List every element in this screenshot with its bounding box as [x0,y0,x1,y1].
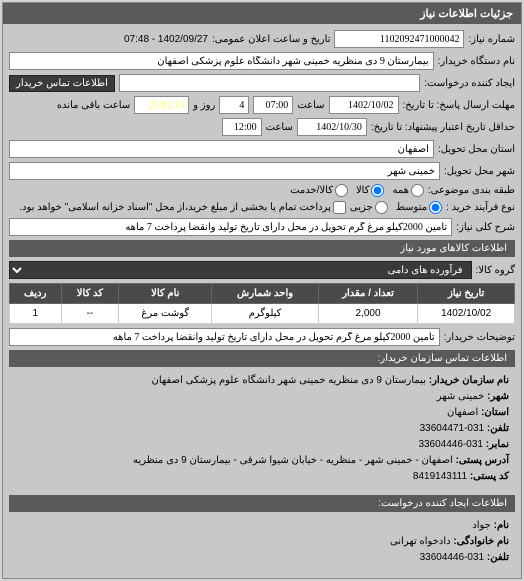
row-desc: شرح کلی نیاز: [9,218,515,236]
th-code: کد کالا [61,284,119,304]
radio-minor[interactable] [375,201,388,214]
contact-header: اطلاعات تماس سازمان خریدار: [9,350,515,367]
info-fname: نام: جواد [15,518,509,534]
notes-field[interactable] [9,328,440,346]
goods-header: اطلاعات کالاهای مورد نیاز [9,240,515,257]
cell-name: گوشت مرغ [119,304,212,324]
deadline-time-field[interactable] [253,96,293,114]
announce-value: 1402/09/27 - 07:48 [124,34,208,45]
row-purchase-type: نوع فرآیند خرید : متوسط جزیی پرداخت تمام… [9,201,515,214]
validity-time-label: ساعت [266,122,293,133]
cell-code: -- [61,304,119,324]
purchase-type-label: نوع فرآیند خرید : [446,202,515,213]
th-date: تاریخ نیاز [418,284,515,304]
info-lname: نام خانوادگی: دادخواه تهرانی [15,534,509,550]
radio-all[interactable] [411,184,424,197]
creator-info-block: نام: جواد نام خانوادگی: دادخواه تهرانی ت… [9,512,515,572]
info-phone: تلفن: 031-33604471 [15,421,509,437]
row-validity: حداقل تاریخ اعتبار پیشنهاد: تا تاریخ: سا… [9,118,515,136]
remaining-label: ساعت باقی مانده [57,100,130,111]
deadline-date-field[interactable] [329,96,399,114]
checkbox-payment[interactable] [333,201,346,214]
days-label: روز و [193,100,215,111]
days-field[interactable] [219,96,249,114]
deadline-label: مهلت ارسال پاسخ: تا تاریخ: [403,100,515,111]
panel-body: شماره نیاز: تاریخ و ساعت اعلان عمومی: 14… [3,24,521,578]
row-creator: ایجاد کننده درخواست: اطلاعات تماس خریدار [9,74,515,92]
contact-buyer-button[interactable]: اطلاعات تماس خریدار [9,75,115,92]
desc-label: شرح کلی نیاز: [456,222,515,233]
category-radio-group: همه کالا کالا/خدمت [290,184,424,197]
info-org-province: استان: اصفهان [15,405,509,421]
th-qty: تعداد / مقدار [318,284,417,304]
radio-exchange[interactable] [335,184,348,197]
row-deadline: مهلت ارسال پاسخ: تا تاریخ: ساعت روز و سا… [9,96,515,114]
validity-time-field[interactable] [222,118,262,136]
notes-label: توضیحات خریدار: [444,332,515,343]
radio-medium-item[interactable]: متوسط [396,201,442,214]
buyer-org-field[interactable] [9,52,434,70]
desc-field[interactable] [9,218,452,236]
info-postcode: کد پستی: 8419143111 [15,469,509,485]
announce-label: تاریخ و ساعت اعلان عمومی: [212,34,331,45]
validity-date-field[interactable] [297,118,367,136]
deadline-time-label: ساعت [297,100,324,111]
th-row: ردیف [10,284,62,304]
need-details-panel: جزئیات اطلاعات نیاز شماره نیاز: تاریخ و … [2,2,522,579]
contact-info-block: نام سازمان خریدار: بیمارستان 9 دی منظریه… [9,367,515,491]
radio-minor-item[interactable]: جزیی [350,201,388,214]
th-name: نام کالا [119,284,212,304]
info-org-name: نام سازمان خریدار: بیمارستان 9 دی منظریه… [15,373,509,389]
province-label: استان محل تحویل: [438,144,515,155]
category-label: طبقه بندی موضوعی: [428,185,515,196]
request-no-field[interactable] [334,30,464,48]
checkbox-payment-item[interactable]: پرداخت تمام یا بخشی از مبلغ خرید،از محل … [19,201,346,214]
city-label: شهر محل تحویل: [444,166,515,177]
group-select[interactable]: فرآورده های دامی [9,261,472,279]
th-unit: واحد شمارش [212,284,319,304]
panel-title: جزئیات اطلاعات نیاز [3,3,521,24]
validity-label: حداقل تاریخ اعتبار پیشنهاد: تا تاریخ: [371,122,515,133]
row-request-no: شماره نیاز: تاریخ و ساعت اعلان عمومی: 14… [9,30,515,48]
radio-goods[interactable] [371,184,384,197]
radio-all-item[interactable]: همه [392,184,423,197]
table-header-row: تاریخ نیاز تعداد / مقدار واحد شمارش نام … [10,284,515,304]
info-fax: نمابر: 031-33604446 [15,437,509,453]
row-province: استان محل تحویل: [9,140,515,158]
group-label: گروه کالا: [476,265,515,276]
goods-table: تاریخ نیاز تعداد / مقدار واحد شمارش نام … [9,283,515,324]
buyer-org-label: نام دستگاه خریدار: [438,56,515,67]
cell-unit: کیلوگرم [212,304,319,324]
cell-row: 1 [10,304,62,324]
radio-exchange-item[interactable]: کالا/خدمت [290,184,348,197]
row-group: گروه کالا: فرآورده های دامی [9,261,515,279]
cell-date: 1402/10/02 [418,304,515,324]
row-category: طبقه بندی موضوعی: همه کالا کالا/خدمت [9,184,515,197]
creator-field[interactable] [119,74,420,92]
row-notes: توضیحات خریدار: [9,328,515,346]
info-req-phone: تلفن: 031-33604446 [15,550,509,566]
info-org-city: شهر: خمینی شهر [15,389,509,405]
radio-goods-item[interactable]: کالا [356,184,385,197]
row-buyer-org: نام دستگاه خریدار: [9,52,515,70]
cell-qty: 2,000 [318,304,417,324]
req-creator-header: اطلاعات ایجاد کننده درخواست: [9,495,515,512]
radio-medium[interactable] [429,201,442,214]
info-address: آدرس پستی: اصفهان - خمینی شهر - منظریه -… [15,453,509,469]
row-city: شهر محل تحویل: [9,162,515,180]
purchase-radio-group: متوسط جزیی [350,201,442,214]
request-no-label: شماره نیاز: [468,34,515,45]
creator-label: ایجاد کننده درخواست: [424,78,515,89]
countdown-field [134,96,189,114]
table-row[interactable]: 1402/10/02 2,000 کیلوگرم گوشت مرغ -- 1 [10,304,515,324]
city-field[interactable] [9,162,440,180]
province-field[interactable] [9,140,434,158]
